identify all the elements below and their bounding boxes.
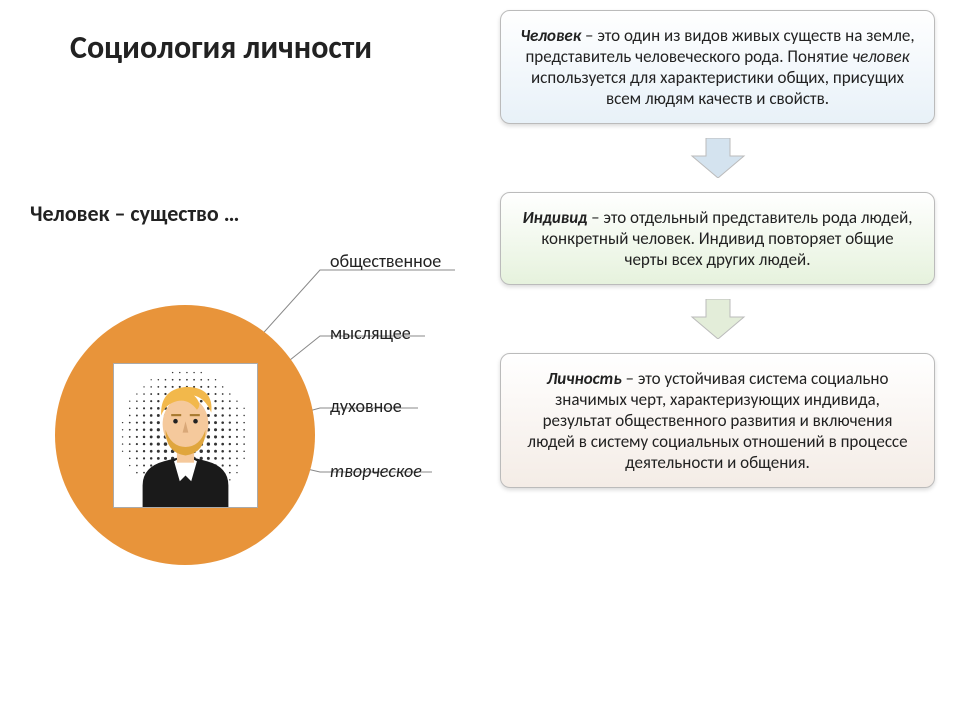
page-title: Социология личности bbox=[70, 28, 372, 67]
subtitle: Человек – существо … bbox=[30, 200, 239, 227]
leader-label-3: творческое bbox=[330, 460, 422, 482]
avatar-icon bbox=[114, 364, 257, 507]
arrow-down-0 bbox=[688, 138, 748, 178]
definition-box-0: Человек – это один из видов живых сущест… bbox=[500, 10, 935, 124]
avatar-region bbox=[55, 305, 315, 565]
eye-right bbox=[193, 419, 198, 424]
avatar-square bbox=[113, 363, 258, 508]
leader-label-0: общественное bbox=[330, 250, 441, 272]
eye-left bbox=[173, 419, 178, 424]
right-column: Человек – это один из видов живых сущест… bbox=[500, 10, 935, 502]
brow-right bbox=[190, 414, 200, 416]
leader-label-2: духовное bbox=[330, 395, 402, 417]
brow-left bbox=[171, 414, 181, 416]
definition-box-1: Индивид – это отдельный представитель ро… bbox=[500, 192, 935, 285]
definition-box-2: Личность – это устойчивая система социал… bbox=[500, 353, 935, 488]
arrow-down-1 bbox=[688, 299, 748, 339]
leader-label-1: мыслящее bbox=[330, 322, 411, 344]
